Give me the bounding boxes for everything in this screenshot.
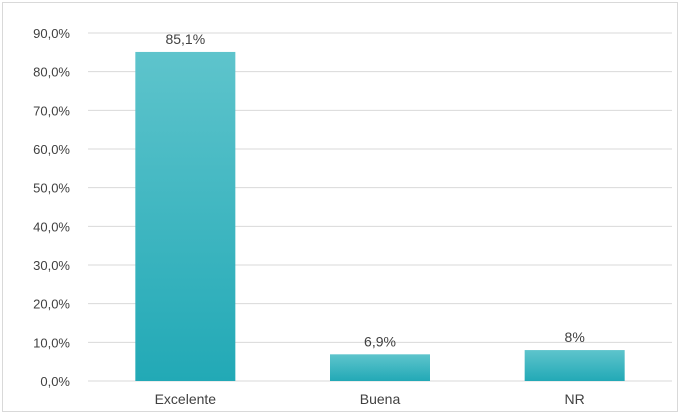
y-tick-label: 50,0% bbox=[33, 181, 70, 196]
y-axis-ticks: 0,0% 10,0% 20,0% 30,0% 40,0% 50,0% 60,0% 70,0% 8… bbox=[33, 26, 70, 389]
x-tick-label: Buena bbox=[360, 391, 401, 407]
data-label: 85,1% bbox=[165, 31, 205, 47]
y-tick-label: 0,0% bbox=[40, 374, 70, 389]
y-tick-label: 60,0% bbox=[33, 142, 70, 157]
x-axis-ticks: Excelente Buena NR bbox=[155, 391, 585, 407]
y-tick-label: 80,0% bbox=[33, 65, 70, 80]
bar-buena bbox=[330, 354, 430, 381]
data-label: 8% bbox=[565, 329, 585, 345]
bars bbox=[135, 51, 625, 382]
bar-nr bbox=[524, 350, 625, 381]
y-tick-label: 70,0% bbox=[33, 103, 70, 118]
chart-frame bbox=[2, 2, 678, 412]
data-labels: 85,1% 6,9% 8% bbox=[165, 31, 584, 349]
x-tick-label: Excelente bbox=[155, 391, 217, 407]
data-label: 6,9% bbox=[364, 333, 396, 349]
bar-excelente bbox=[135, 51, 236, 382]
y-tick-label: 20,0% bbox=[33, 297, 70, 312]
y-tick-label: 40,0% bbox=[33, 219, 70, 234]
y-tick-label: 90,0% bbox=[33, 26, 70, 41]
y-tick-label: 30,0% bbox=[33, 258, 70, 273]
x-tick-label: NR bbox=[565, 391, 585, 407]
y-tick-label: 10,0% bbox=[33, 335, 70, 350]
